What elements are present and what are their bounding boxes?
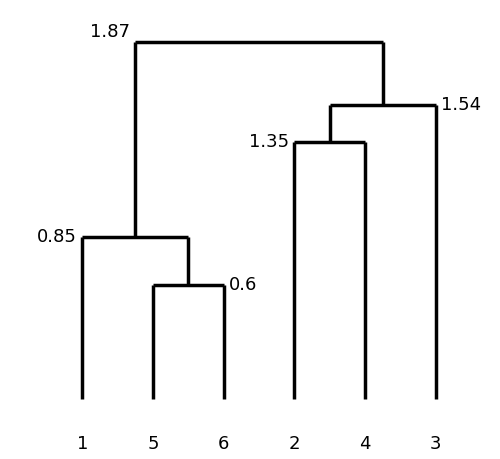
Text: 1.54: 1.54 xyxy=(441,96,482,114)
Text: 0.85: 0.85 xyxy=(37,228,76,246)
Text: 1.35: 1.35 xyxy=(248,133,288,151)
Text: 0.6: 0.6 xyxy=(230,276,258,294)
Text: 1.87: 1.87 xyxy=(90,23,130,41)
